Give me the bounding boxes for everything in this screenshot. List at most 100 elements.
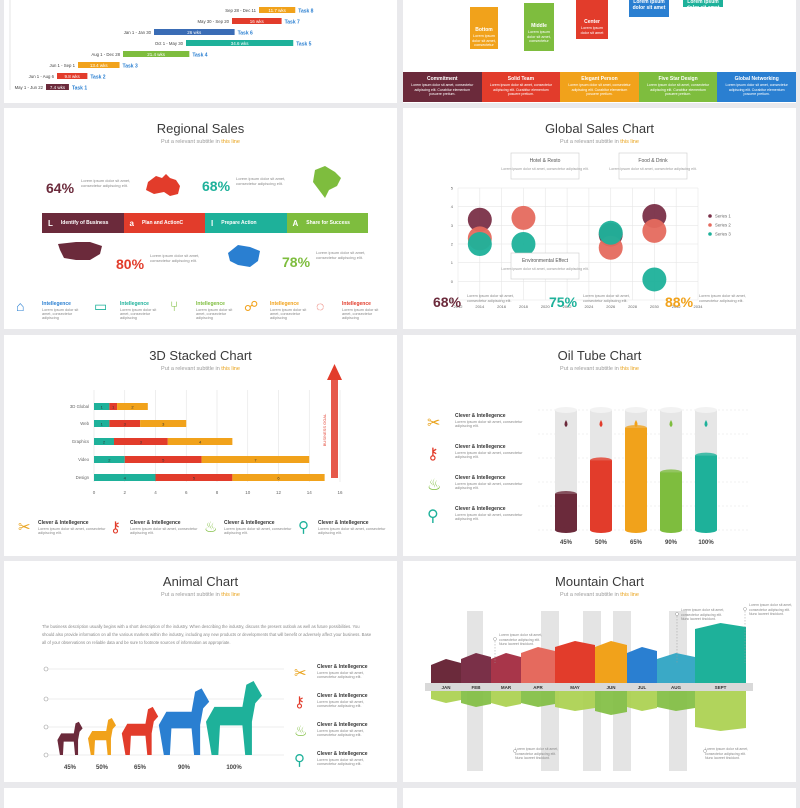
tube-chart: 45% 50% 65% 90% 100% bbox=[538, 407, 748, 546]
dog-label: 90% bbox=[178, 765, 191, 771]
page-subtitle: Put a relevant subtitle in this line bbox=[560, 366, 639, 372]
drop-icon bbox=[669, 420, 673, 427]
org-box-label: Lorem ipsum dolor sit amet bbox=[686, 0, 720, 11]
drop-icon bbox=[704, 420, 708, 427]
x-tick-label: 2030 bbox=[650, 304, 660, 309]
bubble-point bbox=[642, 218, 667, 243]
tube-fill bbox=[625, 428, 647, 530]
annotation-text: Lorem ipsum dolor sit amet, consectetur … bbox=[499, 633, 543, 646]
mountain-upper bbox=[555, 641, 595, 683]
footer-text: Lorem ipsum dolor sit amet, consectetur … bbox=[270, 308, 307, 320]
tube-bottom bbox=[555, 527, 577, 533]
animal-chart: 45% 50% 65% 90% 100% bbox=[43, 666, 284, 771]
goal-arrow-shaft bbox=[331, 378, 338, 478]
mountain-upper bbox=[627, 647, 657, 683]
org-box-text: Lorem ipsum dolor sit amet, consectetur bbox=[472, 34, 496, 47]
band-title: Global Networking bbox=[734, 76, 779, 82]
dog-silhouette bbox=[57, 721, 83, 755]
mountain-lower bbox=[555, 691, 595, 711]
item-label: Clever & Intellegence bbox=[317, 751, 368, 757]
x-tick-label: 16 bbox=[337, 490, 343, 495]
tube-top bbox=[555, 407, 577, 413]
segment-label: 5 bbox=[193, 476, 196, 481]
bar-date-range: Jun 1 - Sep 1 bbox=[49, 63, 75, 68]
stacked-segment bbox=[117, 403, 148, 410]
org-box: Lorem ipsum dolor sit amet bbox=[683, 0, 723, 11]
tube-fill bbox=[590, 460, 612, 530]
org-box: Bottom Lorem ipsum dolor sit amet, consec… bbox=[470, 7, 498, 49]
stacked-segment bbox=[124, 456, 202, 463]
org-box: Lorem ipsum dolor sit amet bbox=[629, 0, 669, 17]
band-cell: Solid Team Lorem ipsum dolor sit amet, co… bbox=[481, 72, 561, 102]
task-label: Task 1 bbox=[72, 86, 87, 92]
mountain-lower bbox=[627, 691, 657, 711]
x-tick-label: 2018 bbox=[519, 304, 529, 309]
item-text: Lorem ipsum dolor sit amet, consectetur … bbox=[317, 671, 364, 679]
month-label: SEPT bbox=[715, 685, 727, 690]
stat-pct: 64% bbox=[46, 180, 75, 196]
dog-label: 50% bbox=[96, 765, 109, 771]
stacked-segment bbox=[94, 456, 125, 463]
legend-label: Series 2 bbox=[715, 223, 731, 228]
grid-marker bbox=[43, 696, 49, 702]
mountain-lower bbox=[431, 691, 461, 703]
annotation-marker bbox=[675, 612, 679, 616]
legend-label: Series 1 bbox=[715, 214, 731, 219]
tube-fill-top bbox=[625, 425, 647, 431]
legend-marker bbox=[708, 223, 712, 227]
gantt-bar bbox=[186, 40, 294, 46]
stat-pct: 78% bbox=[282, 254, 311, 270]
gantt-bar bbox=[46, 84, 69, 90]
band-text: Lorem ipsum dolor sit amet, consectetur … bbox=[725, 83, 788, 96]
next-slide-left bbox=[4, 788, 397, 808]
band-title: Solid Team bbox=[507, 76, 535, 82]
item-text: Lorem ipsum dolor sit amet, consectetur … bbox=[455, 451, 523, 459]
x-tick-label: 2012 bbox=[454, 304, 464, 309]
item-text: Lorem ipsum dolor sit amet, consectetur … bbox=[317, 700, 364, 708]
segment-label: 3 bbox=[162, 422, 165, 427]
stat-text: Lorem ipsum dolor sit amet, consectetur … bbox=[583, 294, 630, 303]
legend-marker bbox=[708, 214, 712, 218]
annotation-box: Lorem ipsum dolor sit amet, consectetur … bbox=[681, 608, 724, 621]
stat-pct: 88% bbox=[665, 294, 694, 310]
tube-bottom bbox=[590, 527, 612, 533]
task-label: Task 4 bbox=[192, 53, 207, 59]
x-tick-label: 2032 bbox=[672, 304, 682, 309]
annotation-marker bbox=[493, 637, 497, 641]
x-tick-label: 14 bbox=[307, 490, 313, 495]
task-label: Task 2 bbox=[90, 75, 105, 81]
band-cell: Global Networking Lorem ipsum dolor sit a… bbox=[717, 72, 796, 102]
item-label: Clever & Intellegence bbox=[455, 506, 506, 512]
item-text: Lorem ipsum dolor sit amet, consectetur … bbox=[455, 513, 523, 521]
dog-label: 45% bbox=[64, 765, 77, 771]
item-icon: ⚷ bbox=[294, 694, 305, 711]
stat-text: Lorem ipsum dolor sit amet, consectetur … bbox=[316, 250, 366, 260]
dog-silhouette bbox=[121, 706, 159, 755]
task-label: Task 5 bbox=[296, 42, 311, 48]
intelligence-icon: ⑂ bbox=[170, 298, 179, 314]
segment-label: 3 bbox=[124, 422, 127, 427]
stacked-chart-slide: 3D Stacked Chart Put a relevant subtitle… bbox=[4, 335, 397, 556]
band-title: Five Star Design bbox=[658, 76, 698, 82]
tube-label: 45% bbox=[560, 540, 573, 546]
stat-text: Lorem ipsum dolor sit amet, consectetur … bbox=[150, 253, 200, 263]
org-slide: Bottom Lorem ipsum dolor sit amet, consec… bbox=[403, 0, 796, 103]
annotation-box: Lorem ipsum dolor sit amet, consectetur … bbox=[515, 747, 558, 760]
tube-fill-top bbox=[660, 469, 682, 476]
tube-top bbox=[590, 407, 612, 413]
item-icon: ⚲ bbox=[427, 508, 439, 525]
stacked-segment bbox=[109, 403, 118, 410]
gantt-bar bbox=[259, 7, 296, 13]
y-tick-label: -1 bbox=[449, 298, 453, 303]
band-title: Elegant Person bbox=[581, 76, 618, 82]
bubble-point bbox=[467, 232, 492, 256]
mountain-chart: JAN FEB MAR APR MAY JUN JUL AUG SEPT Lorem ipsum … bbox=[425, 603, 792, 771]
tube-top bbox=[625, 407, 647, 413]
task-label: Task 8 bbox=[298, 9, 313, 15]
bubble-point bbox=[511, 205, 536, 230]
bar-duration: 21.4 wks bbox=[147, 52, 166, 57]
bar-duration: 13.4 wks bbox=[90, 63, 109, 68]
item-label: Clever & Intellegence bbox=[455, 413, 506, 419]
stacked-segment bbox=[167, 438, 233, 445]
usa-map-icon bbox=[58, 242, 102, 260]
